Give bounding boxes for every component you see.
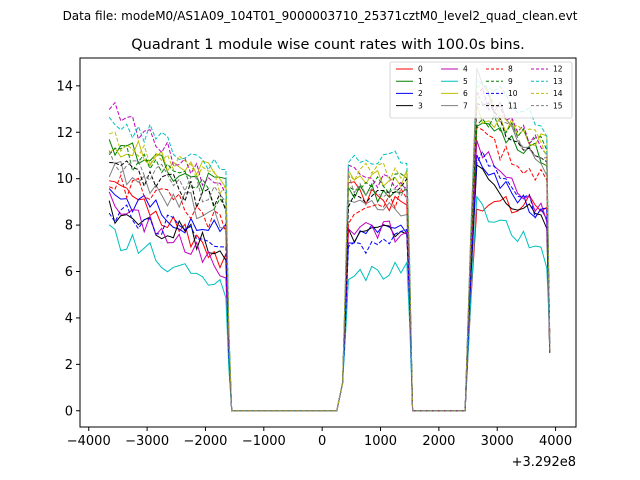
series-line-9	[108, 114, 551, 412]
axes-frame	[79, 57, 577, 428]
legend-label-0: 0	[418, 65, 423, 74]
legend-label-3: 3	[418, 101, 423, 110]
y-tick-label: 0	[65, 404, 73, 419]
x-offset-text: +3.292e8	[512, 455, 576, 470]
series-line-3	[108, 164, 551, 412]
y-tick-label: 10	[56, 172, 73, 187]
legend-label-14: 14	[553, 89, 563, 98]
legend-label-12: 12	[553, 65, 563, 74]
legend-box	[389, 61, 573, 119]
legend-label-5: 5	[463, 77, 468, 86]
x-tick-label: 2000	[422, 434, 455, 449]
series-line-10	[108, 150, 551, 412]
x-tick-label: 4000	[539, 434, 572, 449]
legend-label-1: 1	[418, 77, 423, 86]
x-tick-label: 1000	[364, 434, 397, 449]
series-line-5	[108, 195, 551, 412]
x-tick-label: 0	[318, 434, 326, 449]
series-line-2	[108, 154, 551, 412]
y-tick-label: 14	[56, 79, 73, 94]
series-line-13	[108, 78, 551, 412]
series-line-15	[108, 90, 551, 412]
series-line-6	[108, 104, 551, 412]
x-tick-label: −1000	[242, 434, 286, 449]
y-tick-label: 4	[65, 311, 73, 326]
legend-label-13: 13	[553, 77, 563, 86]
x-axis: −4000 −3000 −2000 −1000 0 1000 2000 3000 4000	[67, 427, 572, 449]
legend-label-8: 8	[508, 65, 513, 74]
y-tick-label: 8	[65, 219, 73, 234]
series-line-8	[109, 126, 551, 412]
x-tick-label: −2000	[183, 434, 227, 449]
chart-suptitle: Data file: modeM0/AS1A09_104T01_90000037…	[63, 9, 578, 23]
x-tick-label: 3000	[481, 434, 514, 449]
legend-label-2: 2	[418, 89, 423, 98]
x-tick-label: −3000	[125, 434, 169, 449]
legend-label-11: 11	[508, 101, 518, 110]
legend-label-6: 6	[463, 89, 468, 98]
y-tick-label: 12	[56, 126, 73, 141]
legend-label-4: 4	[463, 65, 468, 74]
chart-title: Quadrant 1 module wise count rates with …	[131, 37, 525, 53]
y-tick-label: 6	[65, 265, 73, 280]
legend-label-10: 10	[508, 89, 518, 98]
y-axis: 0 2 4 6 8 10 12 14	[56, 79, 80, 419]
x-tick-label: −4000	[67, 434, 111, 449]
series-line-14	[109, 84, 551, 412]
y-tick-label: 2	[65, 358, 73, 373]
plot-lines	[108, 68, 551, 412]
legend-label-7: 7	[463, 101, 468, 110]
legend-label-15: 15	[553, 101, 563, 110]
series-line-0	[109, 180, 551, 412]
series-line-11	[109, 102, 551, 412]
series-line-12	[108, 87, 551, 412]
legend-label-9: 9	[508, 77, 513, 86]
series-line-4	[108, 140, 551, 412]
series-line-1	[108, 122, 551, 412]
